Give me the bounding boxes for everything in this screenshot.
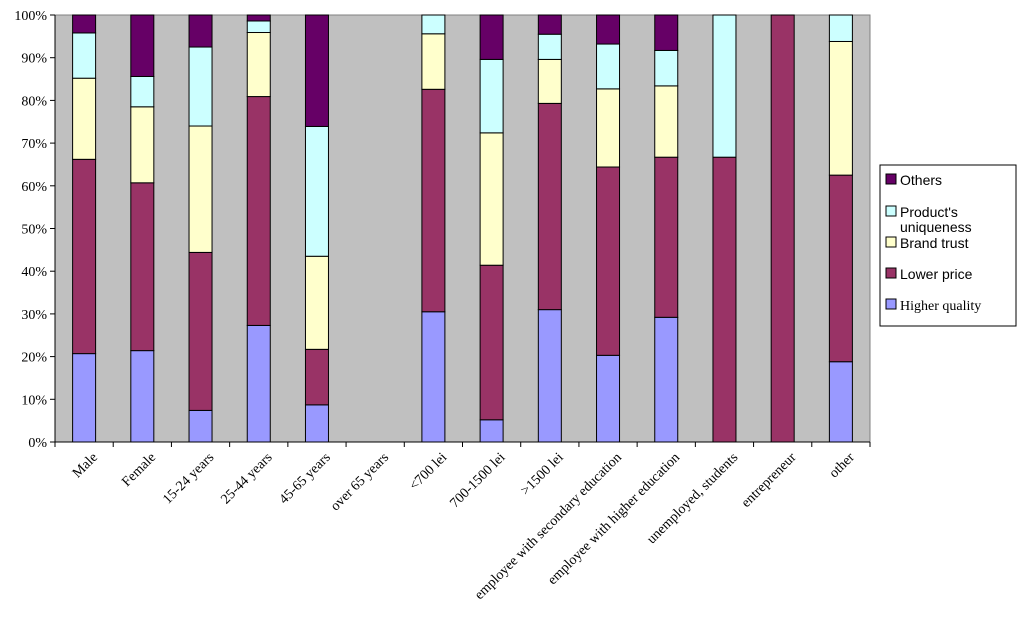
bar-segment-brand-trust [130,106,155,184]
bar-segment-others [72,14,97,34]
legend-box [879,164,1017,327]
bar-segment-lower-price [712,156,737,443]
bar-segment-product-s-uniqueness [596,43,621,90]
bar-segment-lower-price [72,158,97,355]
bar-segment-others [130,14,155,77]
legend-swatch-higher-quality [885,298,897,310]
x-tick-label: <700 lei [407,450,450,493]
y-tick-label: 20% [21,351,47,366]
bar-segment-product-s-uniqueness [654,49,679,87]
plot-area [54,14,871,443]
bar-segment-product-s-uniqueness [537,33,562,60]
bar-segment-brand-trust [479,132,504,266]
x-tick-label: entrepreneur [739,450,800,511]
bar-segment-higher-quality [828,361,853,443]
bars-group [72,14,853,443]
bar-segment-brand-trust [596,88,621,168]
bar-segment-product-s-uniqueness [712,14,737,158]
bar-segment-others [596,14,621,45]
x-tick-label: other [827,450,858,481]
x-tick-label: 45-65 years [277,450,334,507]
bar-segment-others [654,14,679,51]
bar-segment-higher-quality [479,419,504,443]
bar-segment-brand-trust [421,33,446,90]
y-tick-label: 50% [21,223,47,238]
bar-segment-brand-trust [537,58,562,104]
bar-segment-lower-price [479,264,504,421]
bar-segment-others [188,14,213,48]
x-tick-label: 25-44 years [219,450,276,507]
bar-segment-product-s-uniqueness [188,46,213,127]
bar-segment-lower-price [246,96,271,326]
bar-segment-higher-quality [596,354,621,443]
bar-segment-product-s-uniqueness [72,32,97,79]
y-tick-label: 90% [21,52,47,67]
legend-label-lower-price: Lower price [900,266,973,282]
legend-swatch-lower-price [885,267,897,279]
bar-segment-higher-quality [421,311,446,443]
bar-segment-lower-price [130,182,155,352]
bar-segment-brand-trust [654,85,679,158]
bar-segment-higher-quality [72,353,97,443]
bar-segment-others [246,14,271,22]
bar-segment-higher-quality [304,404,329,443]
y-tick-label: 80% [21,94,47,109]
y-tick-label: 60% [21,180,47,195]
x-tick-label: over 65 years [328,450,392,514]
legend-label-product-s-uniqueness: Product's uniqueness [900,204,972,235]
x-tick-label: >1500 lei [518,450,566,498]
bar-segment-lower-price [304,348,329,406]
bar-segment-brand-trust [304,255,329,350]
x-axis-ticks: Male Female 15-24 years 25-44 years 45-65 ye… [54,442,871,603]
bar-segment-brand-trust [246,32,271,98]
bar-segment-brand-trust [72,77,97,160]
bar-segment-brand-trust [828,40,853,176]
bar-segment-product-s-uniqueness [246,20,271,34]
legend-label-others: Others [900,172,942,188]
bar-segment-product-s-uniqueness [130,75,155,108]
bar-segment-lower-price [421,88,446,313]
legend-swatch-product-s-uniqueness [885,205,897,217]
y-axis-ticks: 0% 10% 20% 30% 40% 50% 60% 70% 80% 90% 100% [14,9,55,451]
bar-segment-others [479,14,504,60]
y-tick-label: 0% [28,436,47,451]
bar-segment-others [537,14,562,35]
bar-segment-lower-price [596,166,621,356]
bar-segment-higher-quality [246,324,271,443]
x-tick-label: 700-1500 lei [448,450,509,511]
y-tick-label: 40% [21,265,47,280]
y-tick-label: 70% [21,137,47,152]
legend-label-higher-quality: Higher quality [900,299,981,314]
y-tick-label: 10% [21,393,47,408]
legend-label-brand-trust: Brand trust [900,235,969,251]
bar-segment-lower-price [537,102,562,311]
bar-segment-product-s-uniqueness [421,14,446,35]
bar-segment-product-s-uniqueness [828,14,853,42]
bar-segment-lower-price [188,251,213,411]
bar-segment-lower-price [828,174,853,363]
bar-segment-lower-price [770,14,795,443]
bar-segment-product-s-uniqueness [304,125,329,257]
x-tick-label: Female [119,450,159,490]
bar-segment-others [304,14,329,127]
x-tick-label: Male [70,450,101,481]
bar-segment-higher-quality [537,309,562,443]
legend-swatch-others [885,173,897,185]
bar-segment-higher-quality [654,316,679,443]
x-tick-label: 15-24 years [160,450,217,507]
bar-segment-higher-quality [130,350,155,443]
bar-segment-lower-price [654,156,679,318]
y-tick-label: 100% [14,9,47,24]
bar-segment-brand-trust [188,125,213,253]
bar-segment-product-s-uniqueness [479,58,504,134]
legend-swatch-brand-trust [885,236,897,248]
y-tick-label: 30% [21,308,47,323]
bar-segment-higher-quality [188,409,213,443]
